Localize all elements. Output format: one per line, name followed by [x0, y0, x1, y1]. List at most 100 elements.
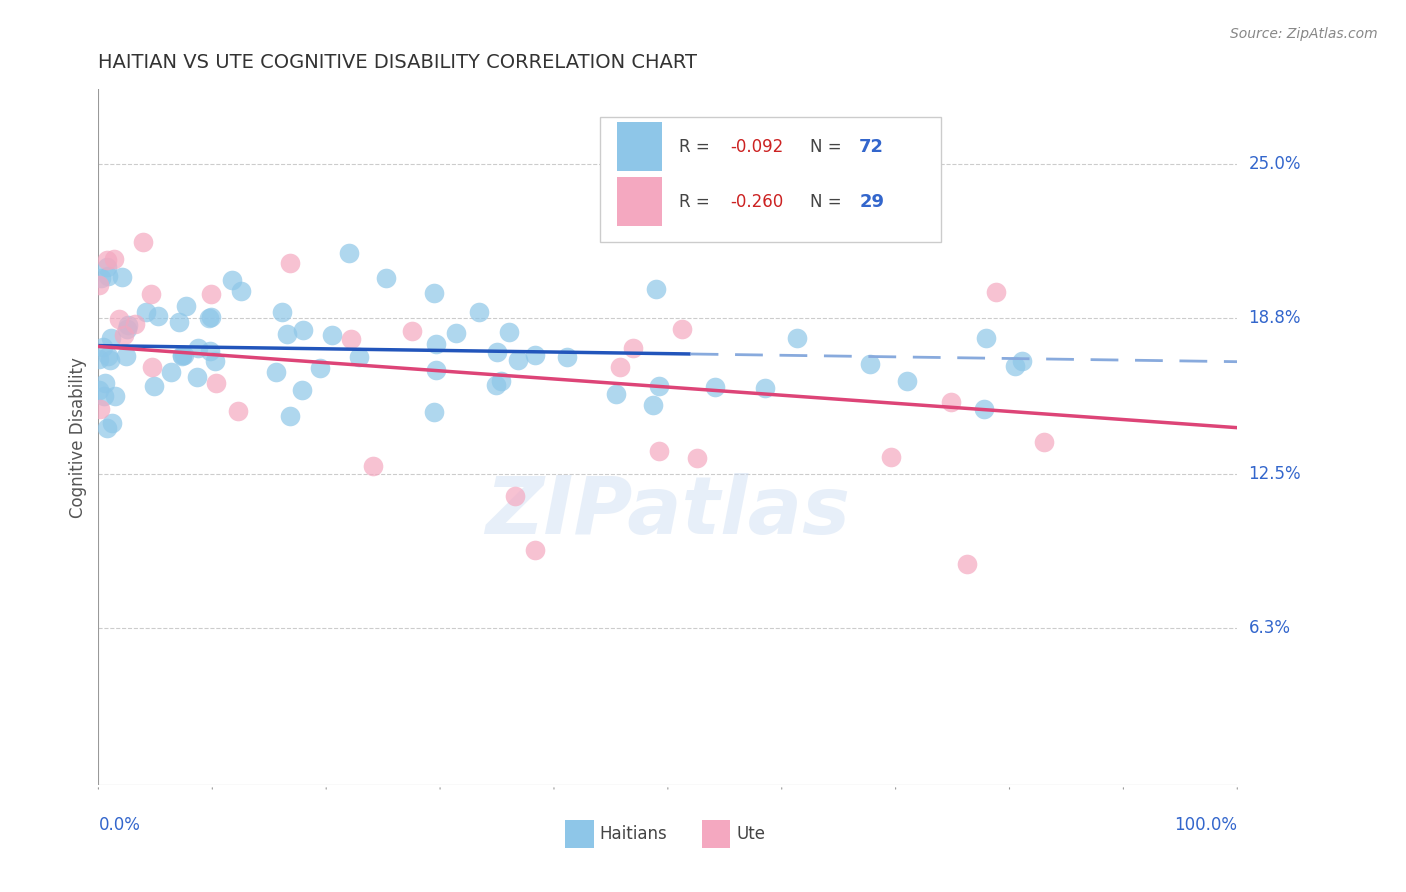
Point	[347, 350, 370, 364]
Point	[278, 256, 301, 270]
FancyBboxPatch shape	[617, 178, 662, 226]
Point	[375, 271, 398, 285]
Point	[754, 381, 776, 395]
Point	[93, 376, 115, 390]
Point	[124, 317, 146, 331]
Point	[485, 378, 508, 392]
Point	[506, 353, 529, 368]
Point	[142, 379, 165, 393]
Point	[204, 354, 226, 368]
Point	[229, 284, 252, 298]
Point	[197, 310, 219, 325]
Text: 29: 29	[859, 193, 884, 211]
Text: Ute: Ute	[737, 825, 765, 843]
Point	[97, 268, 120, 283]
Point	[93, 389, 115, 403]
Point	[498, 325, 520, 339]
Point	[93, 340, 115, 354]
Point	[132, 235, 155, 249]
Point	[205, 376, 228, 390]
Point	[187, 341, 209, 355]
Point	[135, 305, 157, 319]
Point	[425, 337, 447, 351]
Text: N =: N =	[810, 193, 846, 211]
Text: R =: R =	[679, 137, 716, 155]
Point	[111, 269, 134, 284]
Text: N =: N =	[810, 137, 846, 155]
Point	[879, 450, 901, 464]
Point	[87, 278, 110, 293]
Point	[703, 380, 725, 394]
Point	[425, 363, 447, 377]
Point	[361, 458, 384, 473]
Point	[101, 416, 124, 430]
Point	[167, 315, 190, 329]
Point	[339, 332, 361, 346]
Point	[292, 323, 315, 337]
Point	[641, 398, 664, 412]
Text: ZIPatlas: ZIPatlas	[485, 473, 851, 550]
Point	[103, 252, 125, 267]
Point	[859, 357, 882, 371]
Point	[172, 348, 194, 362]
Point	[270, 305, 292, 319]
Point	[647, 379, 669, 393]
Point	[100, 331, 122, 345]
Text: R =: R =	[679, 193, 716, 211]
Point	[524, 543, 547, 558]
Text: 72: 72	[859, 137, 884, 155]
Point	[956, 558, 979, 572]
Point	[896, 375, 918, 389]
Point	[1011, 354, 1033, 368]
Point	[786, 331, 808, 345]
Point	[186, 370, 208, 384]
Point	[308, 360, 330, 375]
Point	[89, 402, 111, 417]
Point	[973, 401, 995, 416]
Text: 6.3%: 6.3%	[1249, 619, 1291, 638]
Point	[172, 349, 194, 363]
FancyBboxPatch shape	[617, 122, 662, 171]
Point	[97, 350, 120, 364]
Point	[90, 271, 112, 285]
Text: 12.5%: 12.5%	[1249, 466, 1301, 483]
Point	[489, 374, 512, 388]
Point	[198, 343, 221, 358]
Point	[321, 328, 343, 343]
Point	[226, 404, 249, 418]
FancyBboxPatch shape	[599, 117, 941, 243]
Point	[96, 260, 118, 274]
Point	[621, 341, 644, 355]
Point	[117, 318, 139, 333]
Point	[108, 312, 131, 326]
Text: 100.0%: 100.0%	[1174, 815, 1237, 833]
Point	[648, 444, 671, 458]
Text: 25.0%: 25.0%	[1249, 154, 1301, 173]
Point	[503, 489, 526, 503]
Point	[974, 331, 997, 345]
Point	[422, 286, 444, 301]
Point	[264, 364, 287, 378]
Point	[644, 282, 666, 296]
Point	[146, 309, 169, 323]
Point	[115, 322, 138, 336]
Point	[984, 285, 1007, 299]
Point	[112, 328, 135, 343]
FancyBboxPatch shape	[702, 820, 731, 847]
Point	[557, 351, 579, 365]
Point	[173, 348, 195, 362]
Point	[401, 324, 423, 338]
FancyBboxPatch shape	[565, 820, 593, 847]
Point	[1033, 434, 1056, 449]
Point	[423, 405, 446, 419]
Point	[1004, 359, 1026, 374]
Point	[200, 287, 222, 301]
Point	[609, 359, 631, 374]
Point	[115, 350, 138, 364]
Text: 18.8%: 18.8%	[1249, 309, 1301, 326]
Point	[291, 383, 314, 397]
Point	[174, 300, 197, 314]
Point	[221, 273, 243, 287]
Text: 0.0%: 0.0%	[98, 815, 141, 833]
Point	[104, 389, 127, 403]
